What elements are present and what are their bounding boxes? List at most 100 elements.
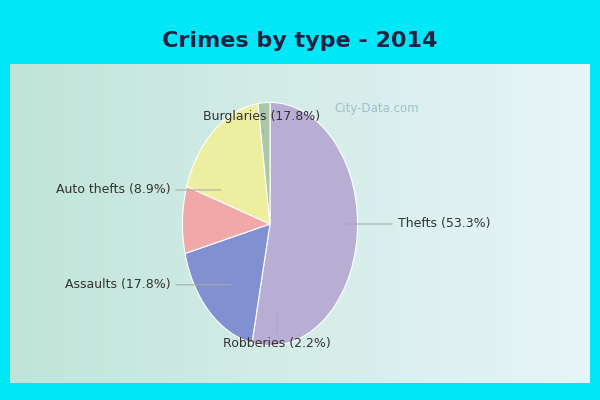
Bar [376, 33, 378, 383]
Bar [254, 33, 257, 383]
Bar [430, 33, 433, 383]
Bar [80, 33, 83, 383]
Bar [419, 33, 422, 383]
Bar [468, 33, 471, 383]
Bar [25, 33, 28, 383]
Text: Robberies (2.2%): Robberies (2.2%) [223, 314, 331, 350]
Bar [202, 33, 205, 383]
Bar [257, 33, 259, 383]
Bar [335, 33, 338, 383]
Bar [42, 33, 45, 383]
Bar [97, 33, 100, 383]
Bar [323, 33, 326, 383]
Text: Thefts (53.3%): Thefts (53.3%) [343, 218, 490, 230]
Wedge shape [258, 102, 270, 224]
Wedge shape [187, 104, 270, 224]
Bar [378, 33, 381, 383]
Bar [59, 33, 62, 383]
Bar [395, 33, 398, 383]
Bar [544, 33, 547, 383]
Bar [187, 33, 190, 383]
Bar [213, 33, 216, 383]
Bar [338, 33, 341, 383]
Bar [277, 33, 280, 383]
Bar [349, 33, 352, 383]
Bar [457, 33, 460, 383]
Bar [199, 33, 202, 383]
Bar [561, 33, 564, 383]
Bar [494, 33, 497, 383]
Bar [297, 33, 300, 383]
Bar [578, 33, 581, 383]
Bar [575, 33, 578, 383]
Bar [439, 33, 442, 383]
Bar [361, 33, 364, 383]
Bar [100, 33, 103, 383]
Bar [230, 33, 233, 383]
Bar [413, 33, 416, 383]
Bar [155, 33, 158, 383]
Bar [48, 33, 51, 383]
Bar [106, 33, 109, 383]
Text: City-Data.com: City-Data.com [334, 102, 419, 115]
Bar [181, 33, 184, 383]
Bar [19, 33, 22, 383]
Bar [370, 33, 373, 383]
Bar [509, 33, 512, 383]
Bar [451, 33, 454, 383]
Bar [381, 33, 384, 383]
Bar [512, 33, 514, 383]
Bar [520, 33, 523, 383]
Bar [10, 33, 13, 383]
Bar [541, 33, 544, 383]
Bar [308, 33, 311, 383]
Bar [373, 33, 376, 383]
Bar [523, 33, 526, 383]
Bar [149, 33, 152, 383]
Bar [346, 33, 349, 383]
Bar [28, 33, 31, 383]
Bar [390, 33, 393, 383]
Bar [566, 33, 569, 383]
Bar [115, 33, 118, 383]
Text: Auto thefts (8.9%): Auto thefts (8.9%) [56, 184, 221, 196]
Text: Assaults (17.8%): Assaults (17.8%) [65, 278, 231, 291]
Bar [503, 33, 506, 383]
Bar [294, 33, 297, 383]
Bar [158, 33, 161, 383]
Bar [529, 33, 532, 383]
Bar [416, 33, 419, 383]
Bar [364, 33, 367, 383]
Bar [190, 33, 193, 383]
Text: Burglaries (17.8%): Burglaries (17.8%) [203, 110, 320, 134]
Bar [224, 33, 227, 383]
Bar [581, 33, 584, 383]
Bar [343, 33, 346, 383]
Bar [549, 33, 552, 383]
Bar [289, 33, 292, 383]
Text: Crimes by type - 2014: Crimes by type - 2014 [163, 31, 437, 51]
Bar [146, 33, 149, 383]
Bar [329, 33, 332, 383]
Bar [436, 33, 439, 383]
Bar [91, 33, 94, 383]
Bar [140, 33, 143, 383]
Bar [77, 33, 80, 383]
Bar [393, 33, 395, 383]
Bar [271, 33, 274, 383]
Bar [535, 33, 538, 383]
Bar [491, 33, 494, 383]
Bar [401, 33, 404, 383]
Bar [135, 33, 138, 383]
Bar [526, 33, 529, 383]
Wedge shape [252, 102, 358, 346]
Bar [196, 33, 199, 383]
Bar [569, 33, 572, 383]
Bar [477, 33, 479, 383]
Bar [410, 33, 413, 383]
Bar [407, 33, 410, 383]
Bar [112, 33, 115, 383]
Bar [132, 33, 135, 383]
Bar [352, 33, 355, 383]
Bar [358, 33, 361, 383]
